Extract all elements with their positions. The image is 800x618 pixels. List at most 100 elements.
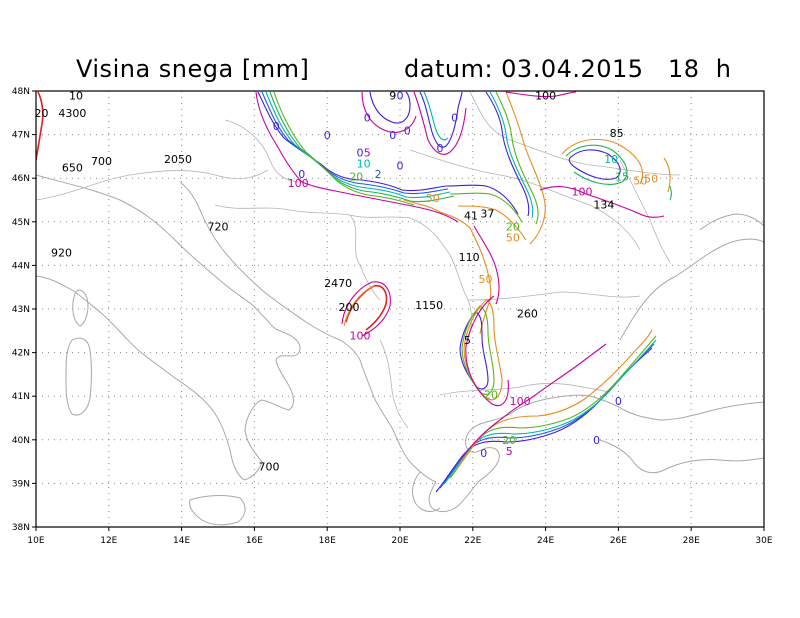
contour-label: 5 <box>506 445 513 458</box>
border-romania-bulgaria <box>467 291 641 301</box>
border-alps <box>36 169 269 201</box>
contour-0-loop-budapest <box>369 91 411 124</box>
map-title: Visina snega [mm] <box>76 55 310 83</box>
y-tick-label: 43N <box>12 305 30 315</box>
snow-depth-value: 134 <box>593 199 614 212</box>
y-tick-label: 42N <box>12 349 30 359</box>
contour-0-east-carp <box>485 91 530 217</box>
border-austria-hungary <box>224 119 299 183</box>
map-background <box>36 91 764 527</box>
y-tick-label: 40N <box>12 436 30 446</box>
contour-0-south-carp <box>445 184 519 215</box>
contour-100-serbia <box>473 225 500 305</box>
y-tick-label: 48N <box>12 87 30 97</box>
snow-depth-value: 85 <box>610 127 624 140</box>
contour-10-rhodope <box>443 339 657 485</box>
contour-100-north-left <box>255 91 459 223</box>
contour-100-harghita <box>539 185 665 218</box>
contour-10-carp-loop <box>423 91 449 141</box>
corsica-coast <box>72 289 89 327</box>
contour-10-east-carp <box>489 91 534 219</box>
latitude-axis: 48N 47N 46N 45N 44N 43N 42N 41N 40N 39N 38N <box>12 87 36 533</box>
contour-label: 20 <box>506 221 520 234</box>
contour-label: 20 <box>502 434 516 447</box>
country-borders <box>36 91 681 429</box>
x-tick-label: 28E <box>683 536 700 546</box>
contour-label: 0 <box>451 112 458 125</box>
y-tick-label: 44N <box>12 261 30 271</box>
contour-label: 0 <box>389 129 396 142</box>
contour-label: 50 <box>644 173 658 186</box>
contour-label: 0 <box>593 434 600 447</box>
contour-50-macedonia <box>463 299 503 401</box>
crimea-coast <box>699 213 764 231</box>
forecast-date: datum: 03.04.2015 18 h <box>404 55 732 83</box>
contour-label: 0 <box>364 112 371 125</box>
snow-contours <box>36 91 673 493</box>
border-ukraine <box>469 91 681 176</box>
contour-label: 2 <box>375 168 382 181</box>
contour-100-east-carp <box>505 91 577 98</box>
x-tick-label: 26E <box>610 536 627 546</box>
snow-depth-value: 260 <box>517 308 538 321</box>
peloponnese-coast <box>412 471 441 512</box>
y-tick-label: 41N <box>12 392 30 402</box>
snow-depth-value: 10 <box>69 90 83 103</box>
snow-depth-value: 920 <box>51 247 72 260</box>
contour-label: 100 <box>510 395 531 408</box>
snow-depth-value: 110 <box>459 251 480 264</box>
snow-depth-value: 5 <box>464 334 471 347</box>
contour-50-east-carp <box>505 91 546 245</box>
border-bulgaria-greece <box>439 383 611 396</box>
contour-label: 0 <box>404 125 411 138</box>
contour-label: 0 <box>298 168 305 181</box>
contour-50-south-carp <box>457 205 527 241</box>
contour-15-harghita <box>565 144 628 185</box>
contour-100-carp-loop <box>413 91 467 155</box>
x-tick-label: 24E <box>537 536 554 546</box>
y-tick-label: 38N <box>12 523 30 533</box>
x-tick-label: 20E <box>391 536 408 546</box>
snow-depth-value: 9 <box>389 90 396 103</box>
contour-label: 0 <box>273 120 280 133</box>
snow-depth-value: 41 <box>464 210 478 223</box>
coastlines <box>36 174 764 526</box>
contour-red-alps <box>36 91 44 161</box>
border-serbia <box>349 214 472 346</box>
y-tick-label: 39N <box>12 479 30 489</box>
contour-label: 50 <box>633 175 647 188</box>
contour-label: 0 <box>324 129 331 142</box>
contour-20-macedonia <box>461 305 495 395</box>
x-tick-label: 16E <box>246 536 263 546</box>
x-tick-label: 30E <box>755 536 772 546</box>
greece-coast <box>428 394 591 513</box>
snow-depth-value: 4300 <box>58 107 86 120</box>
contour-label: 0 <box>437 142 444 155</box>
lat-lon-grid <box>36 91 764 527</box>
contour-15-north-left <box>269 91 455 203</box>
y-tick-label: 47N <box>12 131 30 141</box>
contour-15-moldova-east <box>669 185 673 201</box>
map-title-bar: Visina snega [mm] datum: 03.04.2015 18 h <box>0 0 800 90</box>
border-moldova <box>619 159 671 263</box>
contour-label: 10 <box>604 153 618 166</box>
snow-depth-value: 37 <box>480 207 494 220</box>
contour-0-macedonia <box>459 311 489 390</box>
contour-50-serbia <box>469 227 492 335</box>
contour-label: 50 <box>506 231 520 244</box>
contour-label: 0 <box>480 447 487 460</box>
snow-depth-value: 650 <box>62 162 83 175</box>
contour-2-north-left <box>261 91 449 195</box>
contour-50-montenegro <box>343 285 375 327</box>
contour-label: 100 <box>349 330 370 343</box>
contour-50-north-left <box>403 199 471 229</box>
contour-100-loop-budapest <box>361 91 417 133</box>
contour-20-north-left <box>273 91 415 206</box>
border-albania <box>379 339 409 429</box>
longitude-axis: 10E 12E 14E 16E 18E 20E 22E 24E 26E 28E 30E <box>27 527 773 546</box>
y-tick-label: 46N <box>12 174 30 184</box>
snow-depth-value: 2050 <box>164 153 192 166</box>
contour-20-east-carp <box>495 91 539 225</box>
turkey-coast <box>599 439 764 474</box>
contour-label: 50 <box>426 192 440 205</box>
